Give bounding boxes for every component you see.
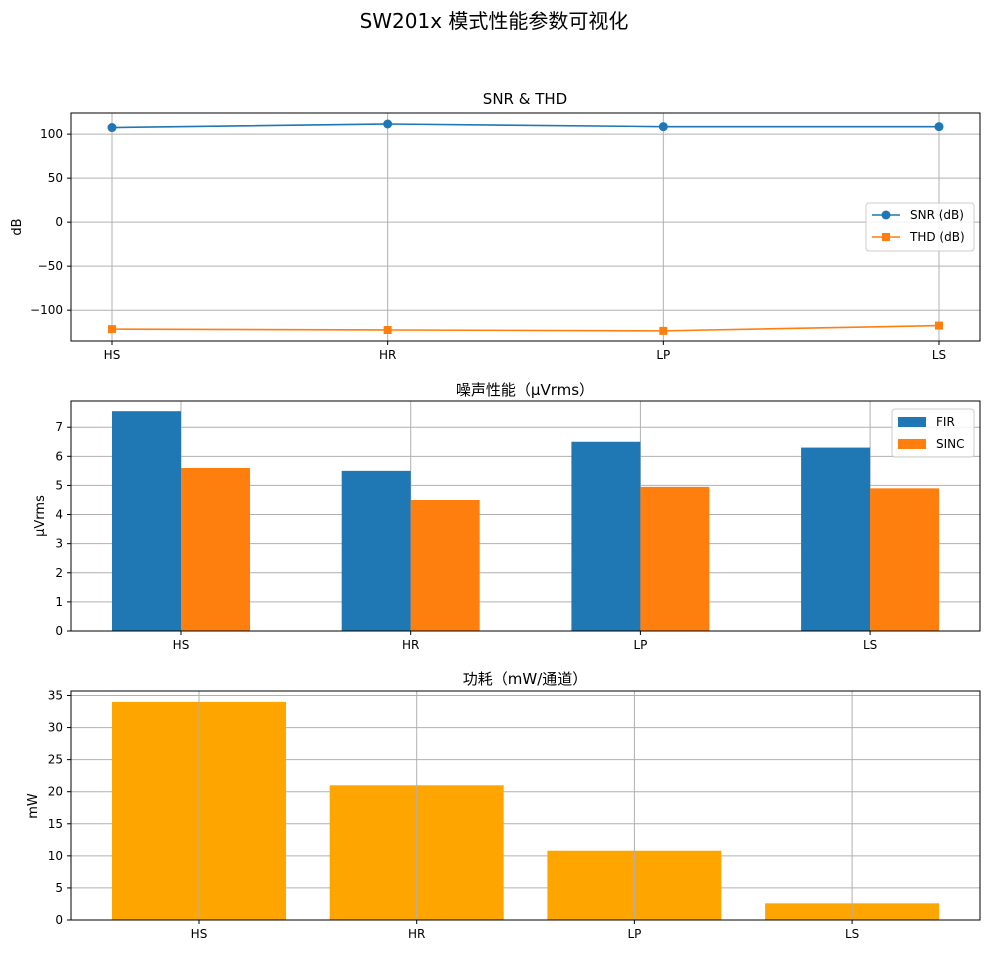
snr-thd-xtick-label: LP [656, 348, 670, 362]
snr-thd-xtick-label: LS [932, 348, 946, 362]
noise-ytick-label: 3 [55, 537, 63, 551]
panel-power-title: 功耗（mW/通道） [463, 670, 588, 688]
legend-label: FIR [936, 415, 955, 429]
snr-thd-ytick-label: 50 [48, 171, 63, 185]
panel-snr-thd: SNR & THD dB −100 −50 0 50 100 HS HR LP LS SNR (d… [10, 90, 981, 362]
snr-point [383, 119, 393, 129]
noise-frame [70, 400, 981, 632]
power-ytick-label: 15 [48, 817, 63, 831]
thd-point [935, 321, 943, 330]
snr-thd-xtick-label: HS [104, 348, 121, 362]
power-ytick-label: 5 [55, 881, 63, 895]
sinc-bar [870, 488, 940, 631]
panel-power: 功耗（mW/通道） mW 0 5 10 15 20 25 30 35 HS HR LP LS [26, 670, 981, 941]
figure-suptitle: SW201x 模式性能参数可视化 [360, 9, 629, 33]
sinc-bar [640, 486, 710, 631]
fir-bar [341, 470, 411, 631]
power-ytick-label: 20 [48, 785, 63, 799]
power-xtick-label: HS [191, 927, 208, 941]
power-xtick-label: LS [845, 927, 859, 941]
snr-point [934, 122, 944, 132]
noise-xtick-label: LP [633, 638, 647, 652]
noise-xtick-label: LS [863, 638, 877, 652]
power-ytick-label: 30 [48, 721, 63, 735]
power-ytick-label: 10 [48, 849, 63, 863]
noise-ytick-label: 1 [55, 595, 63, 609]
panel-snr-thd-title: SNR & THD [483, 90, 567, 108]
noise-ytick-label: 5 [55, 478, 63, 492]
noise-xtick-label: HS [173, 638, 190, 652]
panel-noise-title: 噪声性能（μVrms） [456, 381, 594, 399]
power-ytick-label: 25 [48, 753, 63, 767]
thd-point [659, 326, 668, 335]
legend-swatch [898, 439, 926, 449]
fir-bar [112, 411, 181, 631]
snr-thd-ytick-label: −100 [30, 303, 63, 317]
legend-label: SNR (dB) [910, 208, 964, 222]
noise-ytick-label: 7 [55, 420, 63, 434]
power-xtick-label: HR [408, 927, 425, 941]
snr-thd-xtick-label: HR [379, 348, 396, 362]
thd-point [108, 325, 116, 334]
series-line-thd [111, 324, 940, 332]
panel-snr-thd-ylabel: dB [10, 218, 25, 235]
thd-point [383, 325, 392, 334]
snr-point [107, 123, 117, 133]
panel-power-plot: 0 5 10 15 20 25 30 35 HS HR LP LS [48, 688, 981, 941]
panel-power-ylabel: mW [26, 793, 41, 819]
noise-xtick-label: HR [402, 638, 419, 652]
fir-bar [571, 441, 641, 631]
panel-noise-plot: 0 1 2 3 4 5 6 7 HS HR LP LS FIR SINC [55, 400, 981, 652]
noise-ytick-label: 6 [55, 449, 63, 463]
power-xtick-label: LP [627, 927, 641, 941]
noise-ytick-label: 2 [55, 566, 63, 580]
legend-swatch-marker [882, 233, 890, 241]
legend-swatch [898, 417, 926, 427]
panel-noise: 噪声性能（μVrms） μVrms 0 1 2 3 4 5 6 7 HS HR LP LS FIR SIN… [33, 381, 981, 652]
sinc-bar [181, 467, 250, 631]
snr-thd-frame [70, 112, 981, 342]
snr-thd-ytick-label: 0 [55, 215, 63, 229]
power-ytick-label: 0 [55, 913, 63, 927]
power-ytick-label: 35 [48, 688, 63, 702]
panel-noise-ylabel: μVrms [33, 495, 48, 537]
noise-ytick-label: 4 [55, 508, 63, 522]
series-line-snr [111, 123, 939, 129]
fir-bar [801, 447, 871, 631]
legend-swatch-marker [881, 210, 891, 220]
panel-snr-thd-plot: −100 −50 0 50 100 HS HR LP LS SNR (dB) THD (dB) [30, 112, 981, 362]
legend-label: SINC [936, 437, 965, 451]
noise-ytick-label: 0 [55, 624, 63, 638]
snr-point [658, 122, 668, 132]
sinc-bar [410, 499, 480, 631]
snr-thd-ytick-label: 100 [40, 127, 63, 141]
legend-label: THD (dB) [909, 230, 965, 244]
snr-thd-ytick-label: −50 [38, 259, 63, 273]
power-frame [70, 690, 981, 921]
